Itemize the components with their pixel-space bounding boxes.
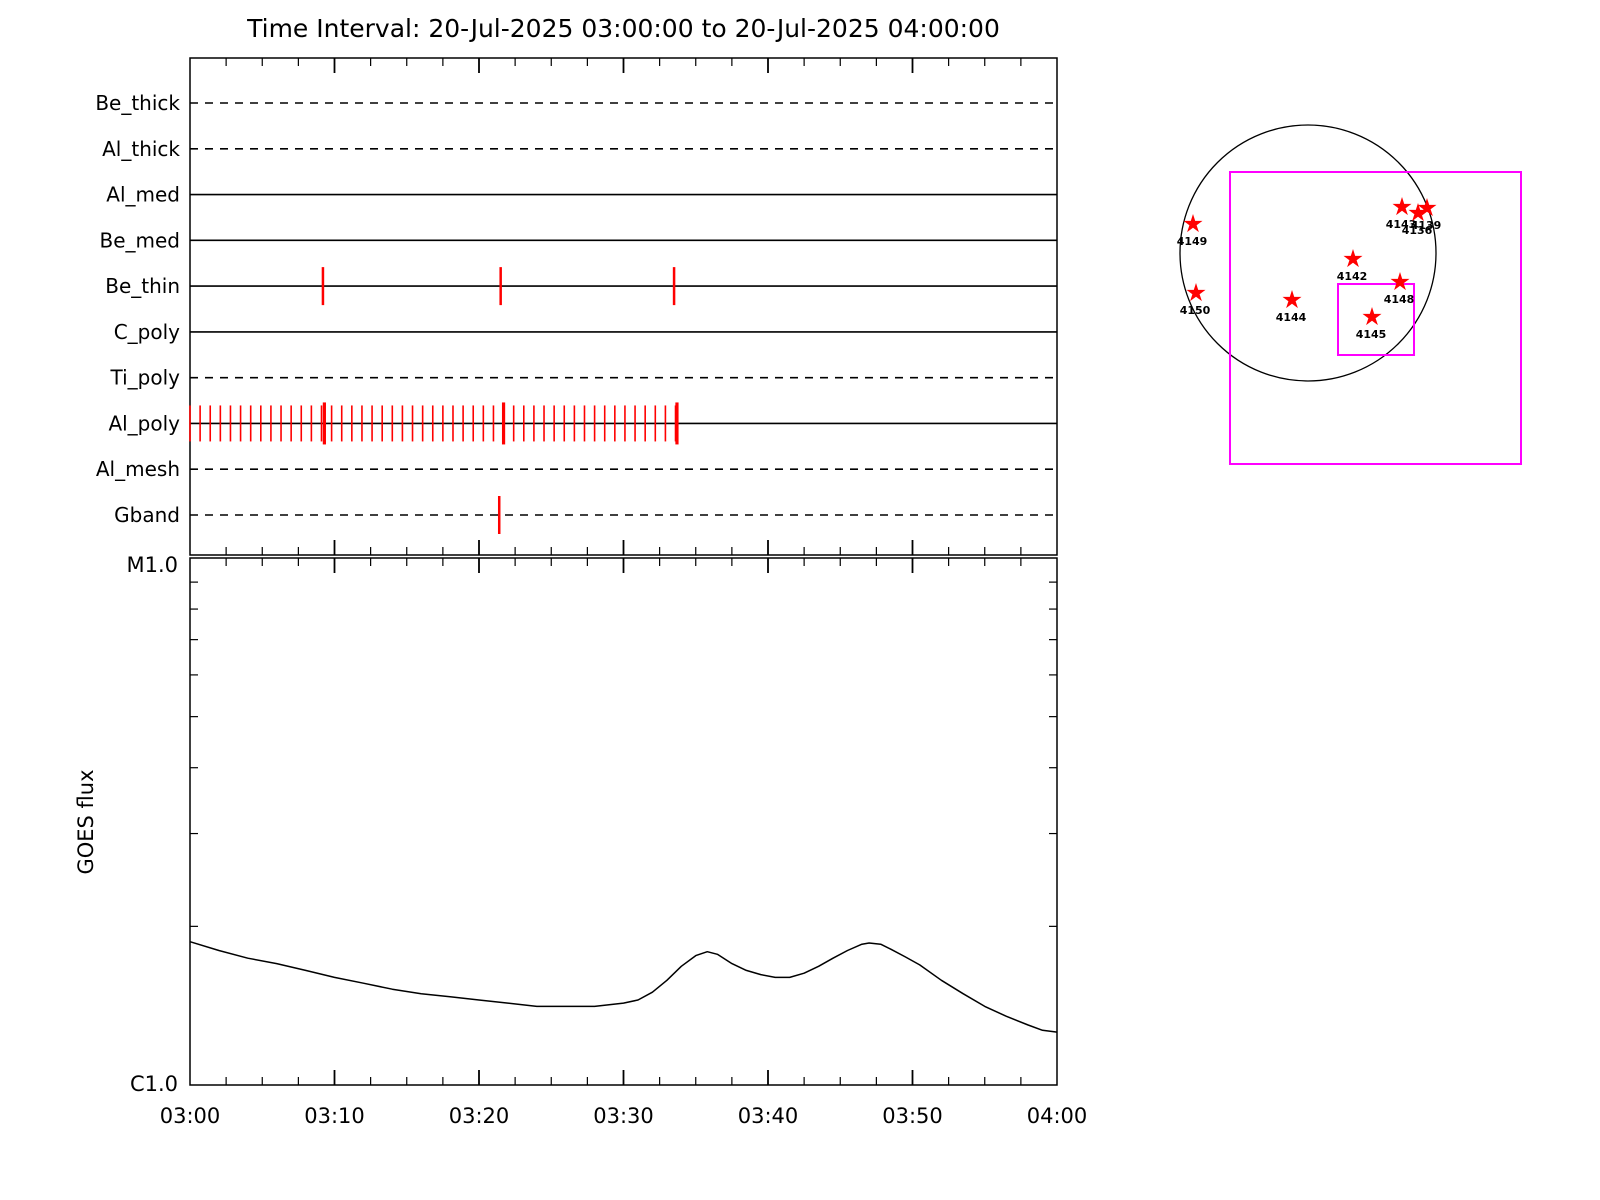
filter-timeline-panel: Be_thick Al_thick Al_med Be_med Be_thin C_pol… xyxy=(95,57,1058,556)
active-region-4148: 4148 xyxy=(1384,272,1415,306)
filter-label: Gband xyxy=(114,503,180,527)
filter-row-al_poly: Al_poly xyxy=(108,402,1057,445)
filter-row-al_thick: Al_thick xyxy=(102,137,1057,161)
filter-row-be_med: Be_med xyxy=(99,228,1057,252)
region-star-icon xyxy=(1390,272,1410,291)
filter-row-al_med: Al_med xyxy=(106,183,1057,207)
region-label: 4150 xyxy=(1180,304,1211,317)
filter-label: Be_thick xyxy=(95,91,180,115)
page-title: Time Interval: 20-Jul-2025 03:00:00 to 2… xyxy=(247,14,1000,43)
goes-flux-panel: 03:00 03:10 03:20 03:30 03:40 03:50 04:00 M1.0 C… xyxy=(74,553,1087,1128)
active-region-4142: 4142 xyxy=(1337,249,1368,283)
active-region-4145: 4145 xyxy=(1356,307,1387,341)
region-label: 4144 xyxy=(1276,311,1307,324)
filter-row-al_mesh: Al_mesh xyxy=(96,457,1057,481)
region-star-icon xyxy=(1408,203,1428,222)
region-star-icon xyxy=(1362,307,1382,326)
region-label: 4149 xyxy=(1177,235,1208,248)
active-region-4139: 4139 xyxy=(1411,198,1442,232)
active-region-4150: 4150 xyxy=(1180,283,1211,317)
filter-row-gband: Gband xyxy=(114,496,1057,534)
region-star-icon xyxy=(1343,249,1363,268)
x-axis-tick-label: 03:20 xyxy=(449,1104,510,1128)
fov-box xyxy=(1229,171,1522,465)
region-label: 4142 xyxy=(1337,270,1368,283)
region-label: 4136 xyxy=(1402,224,1433,237)
filter-label: Al_med xyxy=(106,183,180,207)
y-axis-title: GOES flux xyxy=(74,769,98,874)
y-axis-top-label: M1.0 xyxy=(126,553,178,577)
filter-label: C_poly xyxy=(114,320,180,344)
filter-label: Be_med xyxy=(99,228,180,252)
goes-frame xyxy=(189,557,1058,1086)
filter-label: Al_thick xyxy=(102,137,180,161)
active-region-4144: 4144 xyxy=(1276,290,1307,324)
x-axis-tick-label: 03:10 xyxy=(304,1104,365,1128)
active-region-4143: 4143 xyxy=(1386,197,1417,231)
filter-row-c_poly: C_poly xyxy=(114,320,1057,344)
goes-flux-curve xyxy=(189,940,1058,1033)
active-region-4136: 4136 xyxy=(1402,203,1433,237)
region-star-icon xyxy=(1392,197,1412,216)
filter-label: Al_mesh xyxy=(96,457,180,481)
y-axis-bottom-label: C1.0 xyxy=(130,1072,178,1096)
region-star-icon xyxy=(1183,214,1203,233)
timeline-frame xyxy=(189,57,1058,556)
region-star-icon xyxy=(1417,198,1437,217)
x-axis-tick-label: 03:50 xyxy=(882,1104,943,1128)
region-star-icon xyxy=(1282,290,1302,309)
x-axis-tick-label: 03:00 xyxy=(160,1104,221,1128)
region-star-icon xyxy=(1186,283,1206,302)
region-label: 4145 xyxy=(1356,328,1387,341)
region-label: 4148 xyxy=(1384,293,1415,306)
fov-box xyxy=(1337,283,1415,356)
x-axis-tick-label: 03:40 xyxy=(738,1104,799,1128)
x-axis-tick-label: 04:00 xyxy=(1027,1104,1088,1128)
filter-row-be_thick: Be_thick xyxy=(95,91,1057,115)
filter-label: Be_thin xyxy=(105,274,180,298)
active-region-4149: 4149 xyxy=(1177,214,1208,248)
solar-disk xyxy=(1179,124,1437,382)
region-label: 4139 xyxy=(1411,219,1442,232)
x-axis-tick-label: 03:30 xyxy=(593,1104,654,1128)
filter-row-ti_poly: Ti_poly xyxy=(110,366,1057,390)
region-label: 4143 xyxy=(1386,218,1417,231)
filter-label: Ti_poly xyxy=(110,366,181,390)
filter-label: Al_poly xyxy=(108,411,180,435)
filter-row-be_thin: Be_thin xyxy=(105,267,1057,306)
